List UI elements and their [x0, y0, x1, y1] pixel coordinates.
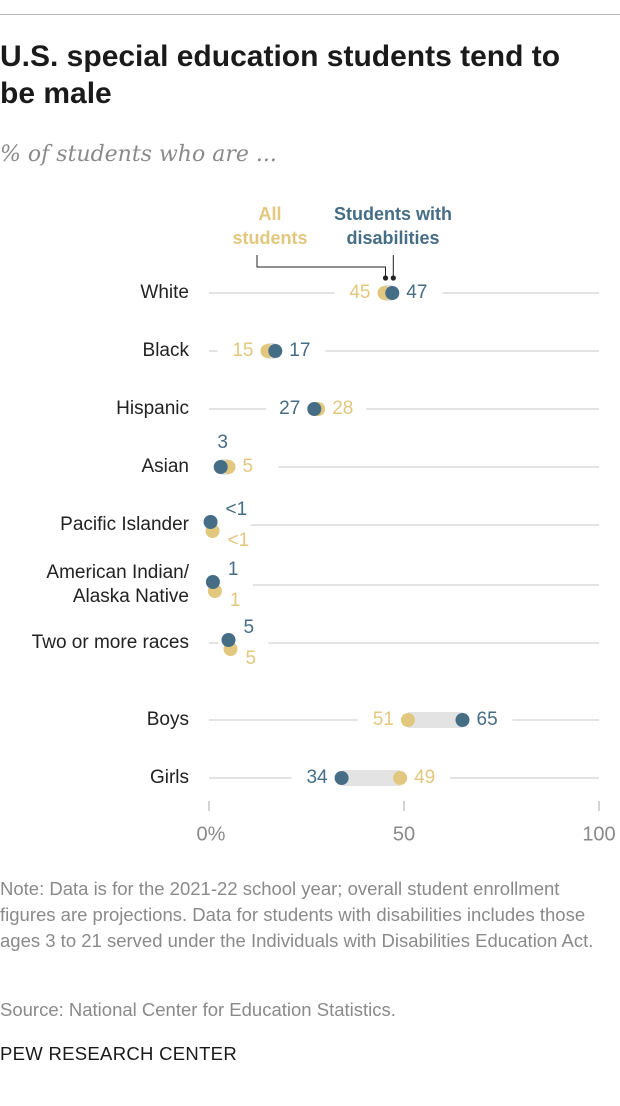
value-label-disabilities: <1	[226, 499, 248, 520]
legend-leader-dot	[390, 275, 396, 281]
legend-disabilities: disabilities	[346, 228, 439, 248]
value-label-disabilities: 65	[477, 709, 498, 730]
dot-all-students	[393, 771, 408, 785]
value-label-disabilities: 17	[289, 340, 310, 361]
value-label-all-students: 28	[332, 398, 353, 419]
dot-all-students	[400, 713, 415, 727]
category-label: Girls	[150, 767, 189, 788]
x-tick-label: 100	[582, 823, 615, 845]
dot-disabilities	[213, 460, 228, 474]
category-label: Boys	[147, 709, 189, 730]
dot-disabilities	[455, 713, 470, 727]
value-label-all-students: 45	[349, 282, 370, 303]
value-label-disabilities: 34	[306, 767, 328, 788]
range-bar-girls	[341, 770, 401, 786]
category-label: Asian	[141, 456, 189, 477]
dot-disabilities	[334, 771, 349, 785]
chart-note: Note: Data is for the 2021-22 school yea…	[0, 878, 594, 951]
dot-disabilities	[307, 402, 322, 416]
value-label-disabilities: 47	[406, 282, 427, 303]
value-label-all-students: <1	[228, 530, 250, 551]
value-label-disabilities: 1	[228, 559, 239, 580]
value-label-all-students: 49	[414, 767, 435, 788]
chart-title: U.S. special education students tend to …	[0, 40, 561, 110]
category-label: Hispanic	[116, 398, 189, 419]
value-label-all-students: 51	[373, 709, 394, 730]
legend-all-students: All	[258, 204, 281, 224]
dot-disabilities	[268, 344, 283, 358]
category-label: Pacific Islander	[60, 514, 190, 535]
dot-disabilities	[385, 286, 400, 300]
legend-leader-dot	[382, 275, 389, 281]
chart-source: Source: National Center for Education St…	[0, 999, 396, 1020]
category-label: Black	[143, 340, 190, 361]
top-rule	[0, 14, 620, 15]
brand-name: PEW RESEARCH CENTER	[0, 1043, 237, 1064]
value-label-disabilities: 27	[279, 398, 300, 419]
value-label-all-students: 15	[232, 340, 253, 361]
x-tick-label: 50	[393, 823, 415, 845]
dot-disabilities	[205, 575, 220, 589]
category-label: White	[140, 282, 189, 303]
category-label: Two or more races	[32, 632, 189, 653]
legend-leader-all-students	[256, 255, 386, 278]
range-bar-boys	[407, 712, 463, 728]
value-label-all-students: 5	[243, 456, 254, 477]
chart-subtitle: % of students who are ...	[0, 142, 277, 167]
dot-disabilities	[203, 515, 218, 529]
category-label: Alaska Native	[73, 586, 189, 607]
legend-all-students: students	[232, 228, 307, 248]
value-label-disabilities: 3	[217, 432, 228, 453]
value-label-disabilities: 5	[244, 617, 255, 638]
x-tick-label: 0%	[197, 823, 226, 845]
value-label-all-students: 1	[230, 590, 241, 611]
dot-disabilities	[221, 633, 236, 647]
category-label: American Indian/	[46, 562, 189, 583]
legend-disabilities: Students with	[334, 204, 452, 224]
value-label-all-students: 5	[246, 648, 257, 669]
